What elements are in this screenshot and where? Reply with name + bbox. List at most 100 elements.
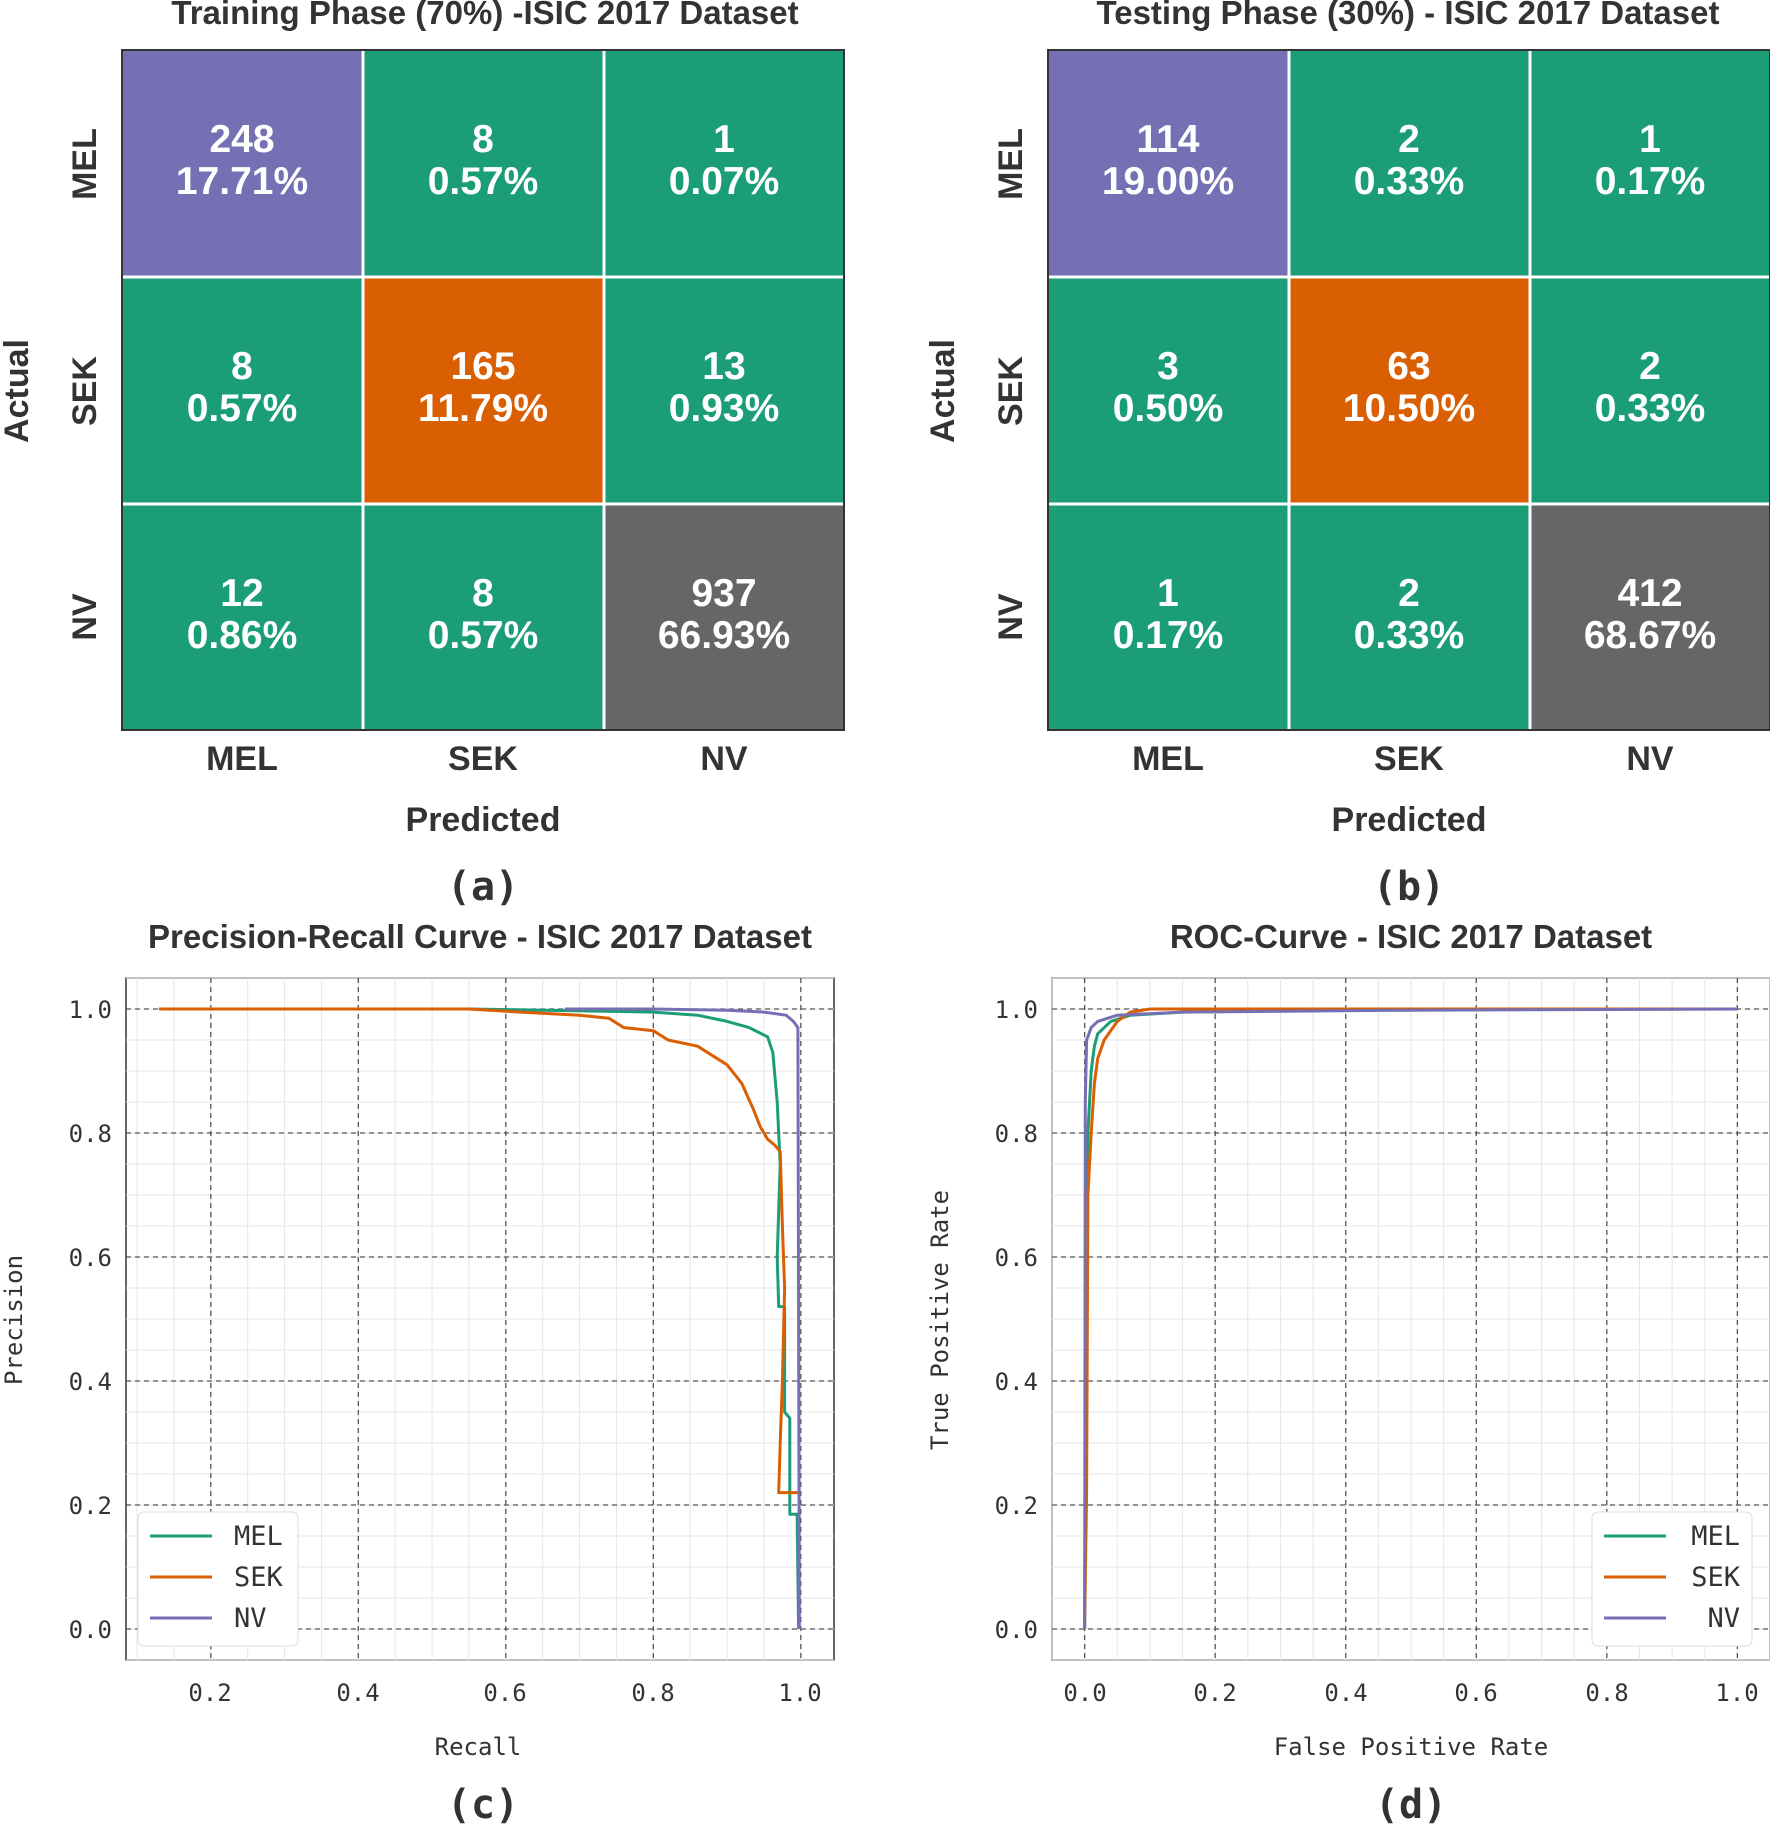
- confusion-matrix-testing: Testing Phase (30%) - ISIC 2017 Dataset …: [924, 0, 1770, 910]
- cm-training-percent: 0.57%: [187, 387, 298, 430]
- cm-testing-percent: 10.50%: [1343, 387, 1475, 430]
- cm-testing-y-tick: SEK: [992, 356, 1030, 426]
- cm-testing-percent: 0.17%: [1595, 160, 1706, 203]
- cm-training-count: 8: [472, 572, 494, 615]
- pr-line-nv: [564, 1007, 801, 1630]
- cm-testing-title: Testing Phase (30%) - ISIC 2017 Dataset: [1097, 0, 1720, 31]
- roc-x-tick: 0.6: [1454, 1679, 1497, 1707]
- cm-training-cell-nv-mel: [122, 504, 363, 730]
- cm-testing-percent: 0.17%: [1113, 614, 1224, 657]
- pr-y-tick: 0.4: [69, 1368, 112, 1396]
- roc-x-tick: 0.0: [1063, 1679, 1106, 1707]
- cm-testing-count: 63: [1387, 345, 1430, 388]
- pr-x-tick: 1.0: [778, 1679, 821, 1707]
- cm-testing-count: 2: [1639, 345, 1661, 388]
- cm-testing-count: 3: [1157, 345, 1179, 388]
- cm-training-y-ticks: MEL SEK NV: [66, 128, 104, 641]
- cm-training-x-tick: NV: [700, 740, 748, 778]
- pr-y-label: Precision: [0, 1255, 28, 1385]
- cm-testing-count: 2: [1398, 572, 1420, 615]
- cm-testing-count: 412: [1617, 572, 1682, 615]
- cm-testing-cell-nv-mel: [1048, 504, 1289, 730]
- cm-testing-percent: 0.33%: [1354, 160, 1465, 203]
- pr-y-tick: 0.6: [69, 1244, 112, 1272]
- precision-recall-chart: Precision-Recall Curve - ISIC 2017 Datas…: [0, 918, 835, 1824]
- pr-legend-label-mel: MEL: [234, 1521, 283, 1552]
- roc-y-tick: 0.8: [995, 1120, 1038, 1148]
- cm-training-cell-labels: 248 17.71% 8 0.57% 1 0.07% 8 0.57% 165 1…: [176, 118, 790, 657]
- roc-y-ticks: 0.0 0.2 0.4 0.6 0.8 1.0: [995, 996, 1038, 1644]
- cm-training-percent: 11.79%: [418, 387, 548, 430]
- cm-testing-cell-sek-sek: [1289, 277, 1530, 504]
- confusion-matrix-training: Training Phase (70%) -ISIC 2017 Dataset …: [0, 0, 845, 910]
- caption-d: (d): [1375, 1782, 1447, 1824]
- cm-training-cell-sek-mel: [122, 277, 363, 504]
- cm-testing-cell-sek-mel: [1048, 277, 1289, 504]
- cm-testing-percent: 19.00%: [1102, 160, 1234, 203]
- cm-training-count: 1: [713, 118, 735, 161]
- cm-training-count: 165: [450, 345, 515, 388]
- cm-training-cell-mel-sek: [363, 50, 604, 277]
- roc-y-tick: 1.0: [995, 996, 1038, 1024]
- cm-training-count: 13: [702, 345, 745, 388]
- roc-x-tick: 0.4: [1324, 1679, 1367, 1707]
- cm-training-x-label: Predicted: [406, 801, 561, 839]
- cm-training-percent: 0.93%: [669, 387, 780, 430]
- pr-x-tick: 0.2: [188, 1679, 231, 1707]
- cm-training-percent: 66.93%: [658, 614, 790, 657]
- cm-training-count: 248: [209, 118, 274, 161]
- roc-title: ROC-Curve - ISIC 2017 Dataset: [1170, 918, 1652, 955]
- cm-training-cell-sek-sek: [363, 277, 604, 504]
- roc-y-label: True Positive Rate: [926, 1190, 954, 1450]
- roc-x-label: False Positive Rate: [1274, 1733, 1549, 1761]
- pr-lines: [159, 1007, 801, 1630]
- pr-line-mel: [159, 1007, 801, 1630]
- cm-testing-percent: 68.67%: [1584, 614, 1716, 657]
- cm-training-count: 8: [472, 118, 494, 161]
- cm-training-y-tick: NV: [66, 593, 104, 641]
- roc-y-tick: 0.2: [995, 1492, 1038, 1520]
- roc-y-tick: 0.4: [995, 1368, 1038, 1396]
- caption-c: (c): [447, 1782, 519, 1824]
- cm-testing-y-label: Actual: [924, 339, 962, 443]
- cm-testing-x-tick: SEK: [1374, 740, 1444, 778]
- pr-y-tick: 1.0: [69, 996, 112, 1024]
- roc-y-tick: 0.6: [995, 1244, 1038, 1272]
- cm-training-title: Training Phase (70%) -ISIC 2017 Dataset: [171, 0, 798, 31]
- cm-testing-cell-nv-nv: [1530, 504, 1770, 730]
- cm-training-cell-mel-nv: [604, 50, 844, 277]
- roc-legend-label-sek: SEK: [1691, 1562, 1741, 1593]
- cm-testing-y-tick: MEL: [992, 128, 1030, 200]
- roc-legend-label-mel: MEL: [1691, 1521, 1740, 1552]
- cm-testing-y-ticks: MEL SEK NV: [992, 128, 1030, 641]
- pr-x-label: Recall: [435, 1733, 522, 1761]
- roc-x-tick: 1.0: [1715, 1679, 1758, 1707]
- pr-y-ticks: 0.0 0.2 0.4 0.6 0.8 1.0: [69, 996, 112, 1644]
- cm-training-percent: 17.71%: [176, 160, 308, 203]
- cm-training-y-tick: SEK: [66, 356, 104, 426]
- pr-y-tick: 0.8: [69, 1120, 112, 1148]
- cm-training-cell-nv-sek: [363, 504, 604, 730]
- pr-x-ticks: 0.2 0.4 0.6 0.8 1.0: [188, 1679, 821, 1707]
- pr-y-tick: 0.2: [69, 1492, 112, 1520]
- cm-testing-x-label: Predicted: [1332, 801, 1487, 839]
- cm-testing-cell-nv-sek: [1289, 504, 1530, 730]
- cm-testing-count: 1: [1639, 118, 1661, 161]
- pr-line-sek: [159, 1007, 799, 1495]
- cm-testing-cell-sek-nv: [1530, 277, 1770, 504]
- cm-training-cell-mel-mel: [122, 50, 363, 277]
- cm-training-percent: 0.86%: [187, 614, 298, 657]
- cm-testing-percent: 0.33%: [1595, 387, 1706, 430]
- cm-training-x-tick: SEK: [448, 740, 518, 778]
- pr-legend-label-nv: NV: [234, 1603, 267, 1634]
- cm-testing-cell-mel-mel: [1048, 50, 1289, 277]
- roc-x-ticks: 0.0 0.2 0.4 0.6 0.8 1.0: [1063, 1679, 1758, 1707]
- cm-testing-count: 1: [1157, 572, 1179, 615]
- cm-testing-count: 2: [1398, 118, 1420, 161]
- pr-legend-box: [137, 1511, 299, 1647]
- cm-testing-x-ticks: MEL SEK NV: [1132, 740, 1674, 778]
- cm-training-x-tick: MEL: [206, 740, 278, 778]
- roc-chart: ROC-Curve - ISIC 2017 Dataset 0.0 0.2 0.…: [926, 918, 1770, 1824]
- caption-b: (b): [1373, 864, 1445, 910]
